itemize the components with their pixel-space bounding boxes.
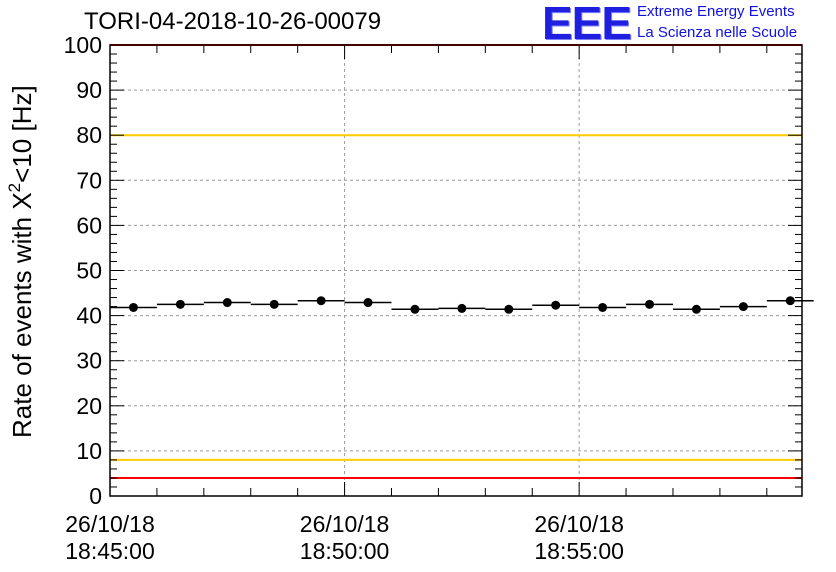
- y-tick-label: 50: [76, 258, 102, 284]
- y-axis-title-tail: <10 [Hz]: [7, 85, 37, 183]
- data-point: [363, 298, 373, 308]
- data-point: [410, 304, 420, 314]
- y-axis-title-superscript: 2: [5, 183, 24, 192]
- y-tick-label: 100: [64, 32, 102, 58]
- x-tick-label: 26/10/18: [534, 511, 624, 537]
- y-axis-title-main: Rate of events with X: [7, 192, 37, 438]
- data-point: [785, 296, 795, 306]
- data-point: [316, 296, 326, 306]
- y-tick-label: 90: [76, 77, 102, 103]
- y-tick-label: 20: [76, 393, 102, 419]
- data-point: [738, 302, 748, 312]
- x-tick-label: 18:45:00: [65, 538, 155, 564]
- data-point: [504, 304, 514, 314]
- y-tick-label: 80: [76, 122, 102, 148]
- chart-title: TORI-04-2018-10-26-00079: [84, 8, 382, 35]
- data-point: [598, 302, 608, 312]
- y-axis-title: Rate of events with X2<10 [Hz]: [5, 85, 37, 438]
- x-tick-label: 18:50:00: [300, 538, 390, 564]
- y-tick-label: 0: [89, 483, 102, 509]
- data-point: [222, 298, 232, 308]
- data-point: [457, 303, 467, 313]
- data-point: [175, 299, 185, 309]
- eee-logo: EEE: [542, 0, 632, 49]
- data-point: [691, 304, 701, 314]
- data-point: [551, 300, 561, 310]
- x-tick-label: 26/10/18: [300, 511, 390, 537]
- y-tick-label: 40: [76, 303, 102, 329]
- data-point: [645, 299, 655, 309]
- data-point: [128, 302, 138, 312]
- x-tick-label: 26/10/18: [65, 511, 155, 537]
- y-tick-label: 60: [76, 212, 102, 238]
- y-tick-label: 70: [76, 167, 102, 193]
- data-point: [269, 299, 279, 309]
- logo-line-1: Extreme Energy Events: [637, 3, 795, 20]
- x-tick-label: 18:55:00: [534, 538, 624, 564]
- y-tick-label: 30: [76, 348, 102, 374]
- logo-line-2: La Scienza nelle Scuole: [637, 24, 798, 41]
- y-tick-label: 10: [76, 438, 102, 464]
